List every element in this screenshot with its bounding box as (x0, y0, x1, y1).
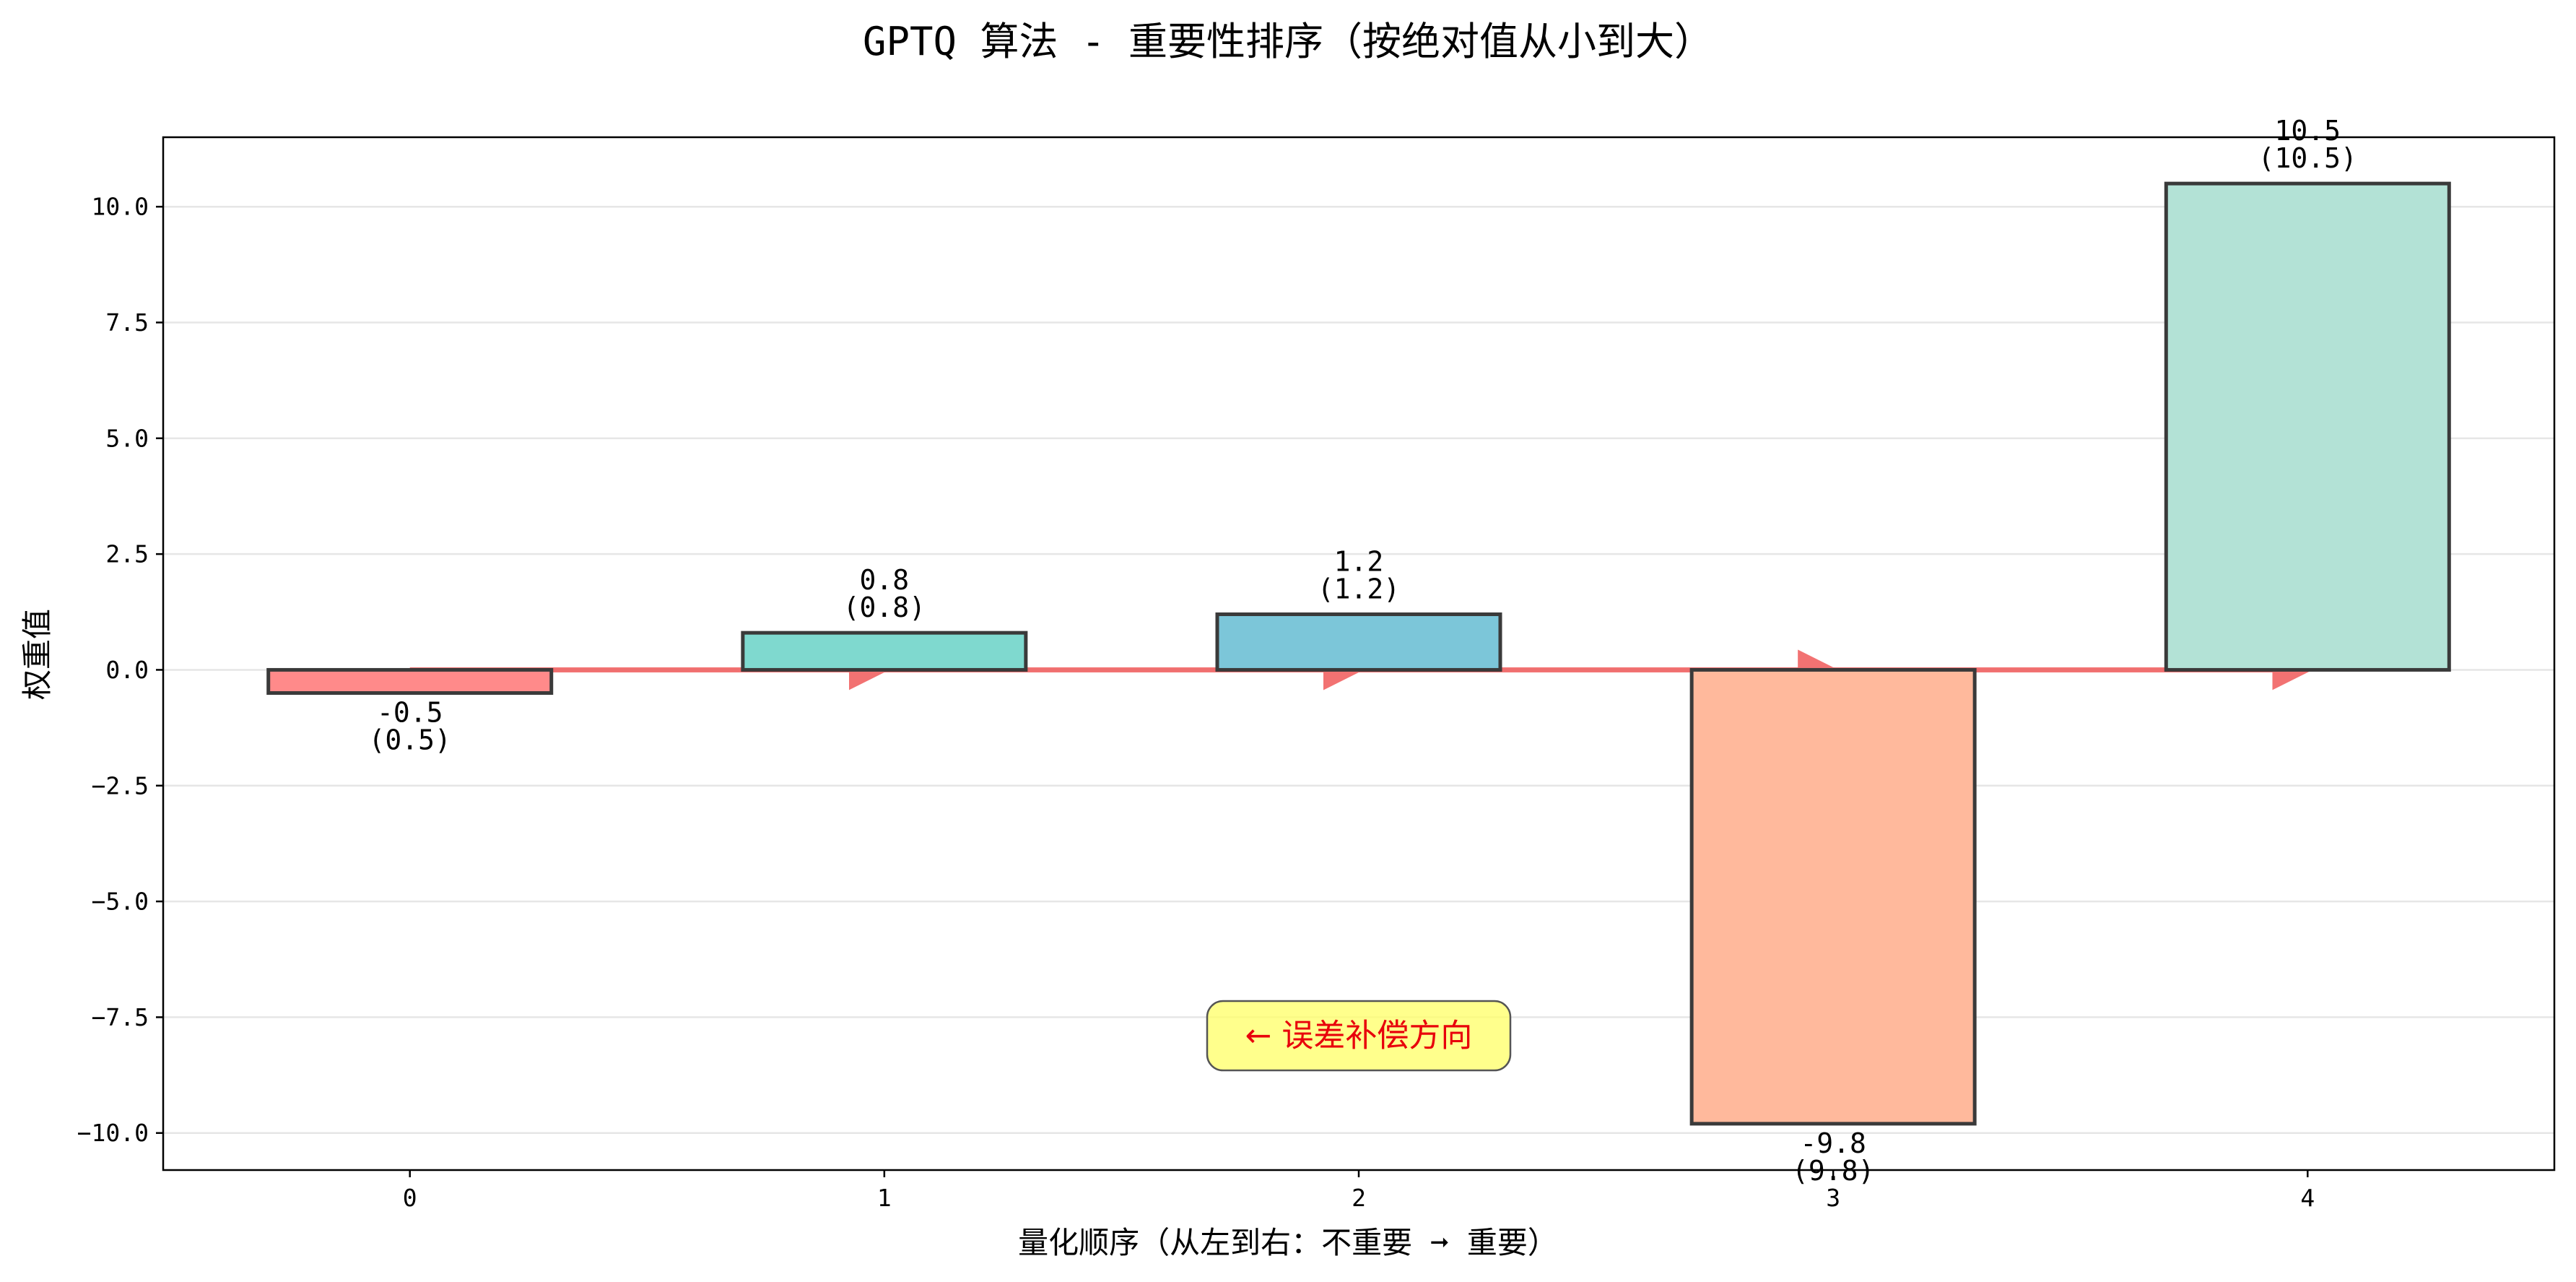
y-tick-label: −10.0 (77, 1119, 149, 1147)
y-axis-label: 权重值 (19, 609, 55, 700)
bar (1215, 612, 1502, 672)
annotation-box: ← 误差补偿方向 (1206, 1000, 1512, 1072)
annotation-text: ← 误差补偿方向 (1245, 1018, 1473, 1054)
bar (266, 667, 554, 696)
x-tick-label: 3 (1826, 1184, 1840, 1212)
bar-value-label: -0.5 (0.5) (369, 697, 451, 756)
y-tick-label: 7.5 (105, 308, 149, 337)
bar-value-label: -9.8 (9.8) (1792, 1127, 1874, 1187)
y-tick-label: 10.0 (92, 193, 149, 221)
y-axis-ticks: −10.0 −7.5 −5.0 −2.5 0.0 2.5 5.0 7.5 10.0 (77, 193, 163, 1147)
bar (1689, 667, 1977, 1126)
y-tick-label: 5.0 (105, 424, 149, 452)
chart-title: GPTQ 算法 - 重要性排序（按绝对值从小到大） (863, 19, 1713, 64)
bar-value-label: 1.2 (1.2) (1318, 545, 1400, 605)
bar (2164, 181, 2451, 672)
y-tick-label: −2.5 (92, 771, 149, 800)
y-tick-label: 0.0 (105, 656, 149, 684)
annotation-background (1206, 1000, 1512, 1072)
x-tick-label: 0 (403, 1184, 417, 1212)
x-tick-label: 2 (1352, 1184, 1366, 1212)
bar-value-label: 10.5 (10.5) (2258, 115, 2357, 174)
x-axis-label: 量化顺序（从左到右：不重要 ➞ 重要） (1018, 1225, 1558, 1260)
y-tick-label: −5.0 (92, 888, 149, 916)
data-labels: -0.5 (0.5) 0.8 (0.8) 1.2 (1.2) -9.8 (9.8) 10.5 (1… (369, 115, 2357, 1187)
x-tick-label: 4 (2300, 1184, 2315, 1212)
bar-value-label: 0.8 (0.8) (843, 564, 926, 623)
bars (266, 181, 2451, 1126)
x-tick-label: 1 (877, 1184, 892, 1212)
y-tick-label: −7.5 (92, 1003, 149, 1031)
x-axis-ticks: 0 1 2 3 4 (403, 1170, 2315, 1212)
bar (741, 631, 1028, 672)
y-tick-label: 2.5 (105, 540, 149, 568)
